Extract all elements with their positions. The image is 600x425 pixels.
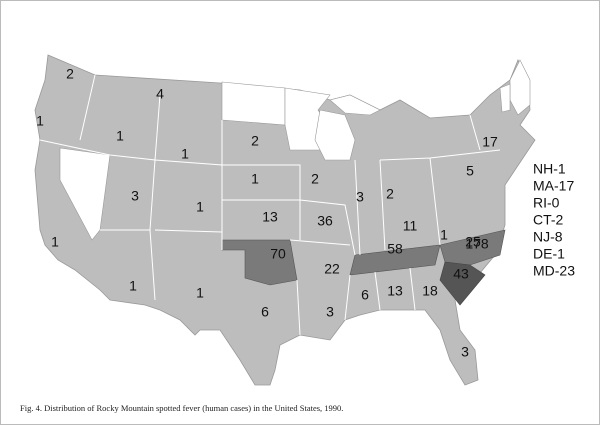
state-borders <box>39 74 501 336</box>
state-value: 13 <box>262 209 278 225</box>
state-value: 3 <box>461 344 469 360</box>
state-value: 3 <box>131 188 139 204</box>
state-value: 70 <box>270 246 286 262</box>
state-value: 58 <box>387 241 403 257</box>
state-value: 4 <box>156 86 164 102</box>
state-value: 6 <box>261 304 269 320</box>
map <box>34 54 536 386</box>
state-no-data <box>221 81 286 126</box>
state-value: 2 <box>311 171 319 187</box>
state-value: 178 <box>465 236 489 252</box>
state-value: 25 <box>465 234 481 250</box>
inset-label: NH-1 <box>533 161 566 177</box>
state-value: 18 <box>422 283 438 299</box>
state-value: 3 <box>326 304 334 320</box>
state-value: 5 <box>466 163 474 179</box>
inset-label: RI-0 <box>533 195 560 211</box>
state-value: 1 <box>196 199 204 215</box>
state-value: 22 <box>324 261 340 277</box>
state-value: 6 <box>361 287 369 303</box>
state-high <box>349 244 441 276</box>
inset-label: DE-1 <box>533 246 565 262</box>
state-value: 1 <box>116 128 124 144</box>
state-high <box>439 229 506 266</box>
inset-label: MD-23 <box>533 263 575 279</box>
state-value: 1 <box>181 146 189 162</box>
state-value: 13 <box>387 283 403 299</box>
state-no-data <box>499 83 511 113</box>
state-value: 2 <box>251 133 259 149</box>
state-value: 1 <box>51 234 59 250</box>
state-value: 11 <box>403 218 418 234</box>
inset-label: CT-2 <box>533 212 564 228</box>
inset-label: NJ-8 <box>533 229 563 245</box>
us-outline <box>34 54 536 386</box>
state-no-data <box>329 94 381 116</box>
state-highest <box>439 261 486 306</box>
state-no-data <box>59 147 111 241</box>
state-value: 1 <box>251 171 259 187</box>
state-value: 1 <box>196 285 204 301</box>
state-value: 3 <box>356 189 364 205</box>
state-value: 2 <box>66 66 74 82</box>
state-value: 36 <box>317 213 333 229</box>
state-value: 1 <box>36 113 44 129</box>
state-high <box>221 239 298 286</box>
state-value: 43 <box>453 266 469 282</box>
state-value: 1 <box>440 227 448 243</box>
state-value: 1 <box>129 278 137 294</box>
caption: Fig. 4. Distribution of Rocky Mountain s… <box>20 403 343 413</box>
inset-label: MA-17 <box>533 178 574 194</box>
state-value: 17 <box>482 134 498 150</box>
state-value: 2 <box>386 186 394 202</box>
state-no-data <box>314 109 356 161</box>
